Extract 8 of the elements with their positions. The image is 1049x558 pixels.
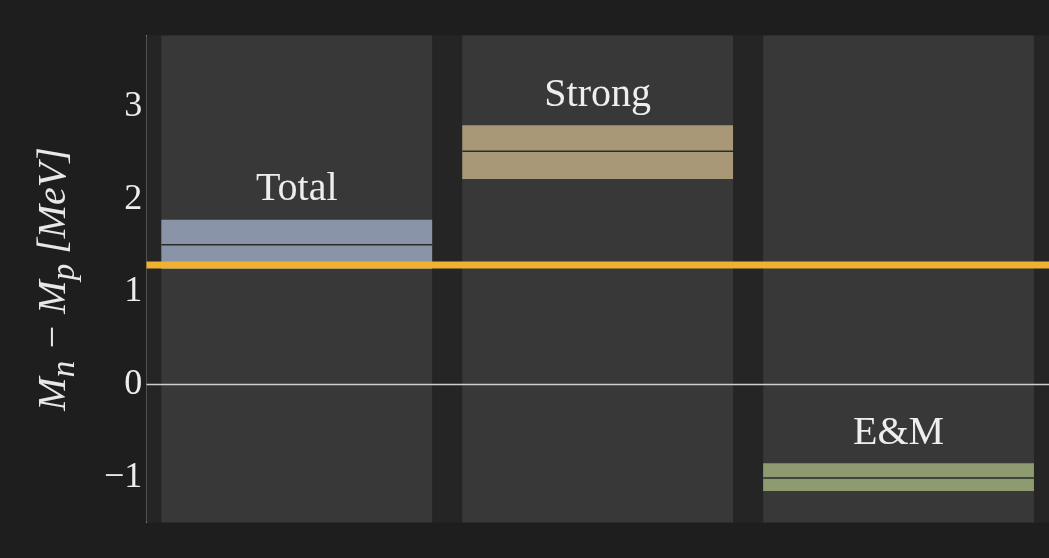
- y-tick-label: 1: [124, 269, 143, 310]
- y-tick-label: 3: [124, 84, 143, 125]
- annotation: Total: [255, 164, 338, 210]
- y-tick-label: 2: [124, 176, 143, 217]
- y-tick-label: −1: [103, 454, 143, 495]
- y-tick-label: 0: [124, 361, 143, 402]
- annotation: E&M: [852, 407, 945, 453]
- annotation: Strong: [544, 69, 651, 115]
